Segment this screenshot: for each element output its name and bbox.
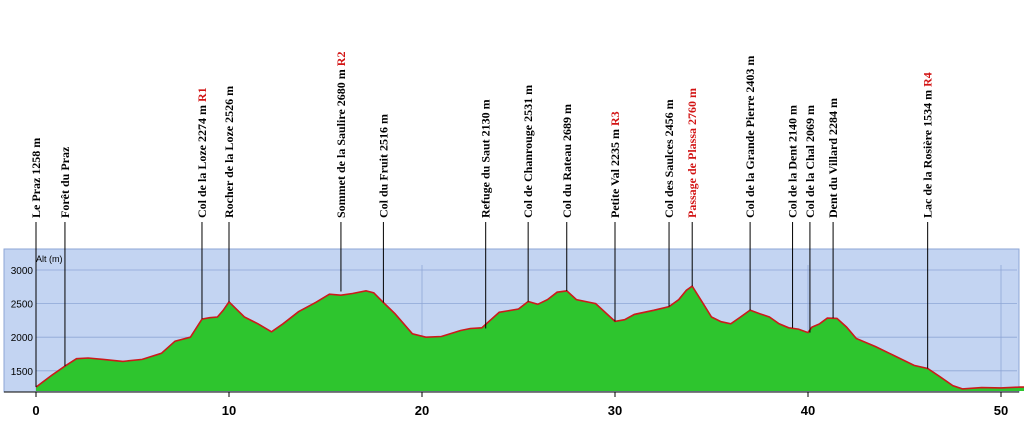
y-tick-label: 3000 [11,266,34,277]
waypoint-label: Col des Saulces 2456 m [662,99,676,218]
y-axis-ticks: 1500 2000 2500 3000 [11,266,34,378]
waypoint-label: Col de Chanrouge 2531 m [521,85,535,218]
waypoint-label: Forêt du Praz [58,146,72,218]
waypoint-label: Col de la Grande Pierre 2403 m [743,56,757,218]
waypoint-label: Col de la Loze 2274 m R1 [195,87,209,218]
x-tick-label: 50 [994,403,1008,418]
y-tick-label: 2000 [11,333,34,344]
y-tick-label: 1500 [11,367,34,378]
waypoint-label: Col du Rateau 2689 m [560,104,574,218]
waypoint-label: Sommet de la Saulire 2680 m R2 [334,52,348,218]
x-tick-label: 10 [222,403,236,418]
y-tick-label: 2500 [11,300,34,311]
profile-line [35,284,1024,390]
x-tick-label: 0 [32,403,39,418]
waypoint-label: Refuge du Saut 2130 m [479,99,493,218]
waypoint-label: Le Praz 1258 m [29,138,43,218]
waypoint-label: Lac de la Rosière 1534 m R4 [921,72,935,218]
x-tick-label: 20 [415,403,429,418]
waypoint-markers: Le Praz 1258 m Forêt du Praz Col de la Loz… [29,52,935,388]
waypoint-label: Passage de Plassa 2760 m [685,88,699,218]
waypoint-label: Col de la Dent 2140 m [786,105,800,218]
waypoint-label: Dent du Villard 2284 m [826,98,840,218]
waypoint-label: Petite Val 2235 m R3 [608,111,622,218]
waypoint-label: Col du Fruit 2516 m [376,114,390,218]
waypoint-label: Rocher de la Loze 2526 m [222,86,236,218]
waypoint-label: Col de la Chal 2069 m [803,105,817,218]
x-tick-label: 30 [608,403,622,418]
profile-area [36,286,1024,391]
x-tick-label: 40 [801,403,815,418]
y-axis-label: Alt (m) [36,254,63,264]
x-axis-ticks: 0 10 20 30 40 50 [32,392,1008,418]
